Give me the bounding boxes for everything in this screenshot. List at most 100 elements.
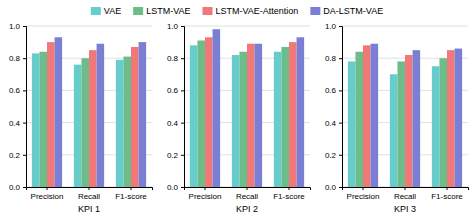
x-tick: Precision <box>347 187 380 201</box>
y-tick-label: 1.0 <box>167 22 179 31</box>
bar <box>239 52 247 187</box>
grid <box>184 26 310 187</box>
x-axis-title: KPI 1 <box>78 204 100 214</box>
x-tick: F1-score <box>115 187 147 201</box>
y-tick: 0.6 <box>167 86 184 95</box>
y-tick: 0.4 <box>9 119 26 128</box>
x-tick-line <box>47 187 48 190</box>
x-axis-line <box>27 188 153 191</box>
bar <box>123 57 131 187</box>
y-tick-line <box>339 58 342 59</box>
grid-line <box>26 26 152 27</box>
x-tick-line <box>447 187 448 190</box>
legend-label: LSTM-VAE-Attention <box>215 6 298 16</box>
legend-item: LSTM-VAE <box>133 6 190 16</box>
y-tick-label: 0.0 <box>325 183 337 192</box>
bar <box>213 29 221 187</box>
bar <box>289 42 297 187</box>
y-tick-line <box>181 155 184 156</box>
y-tick-label: 0.6 <box>325 86 337 95</box>
bar <box>297 37 305 187</box>
x-axis: PrecisionRecallF1-score <box>185 187 311 201</box>
y-tick-line <box>23 90 26 91</box>
x-tick: Precision <box>189 187 222 201</box>
y-tick: 0.2 <box>9 151 26 160</box>
y-tick-label: 0.2 <box>9 151 21 160</box>
y-tick-label: 0.0 <box>167 183 179 192</box>
grid <box>342 26 468 187</box>
bar <box>89 50 97 187</box>
x-tick: F1-score <box>431 187 463 201</box>
y-tick-label: 1.0 <box>9 22 21 31</box>
bar <box>97 44 105 187</box>
y-tick: 0.2 <box>167 151 184 160</box>
y-tick-line <box>339 90 342 91</box>
x-tick: F1-score <box>273 187 305 201</box>
panel: 0.00.20.40.60.81.0PrecisionRecallF1-scor… <box>9 22 153 214</box>
bar <box>32 53 40 187</box>
bar <box>74 65 82 187</box>
y-tick-label: 0.2 <box>325 151 337 160</box>
bar <box>413 50 421 187</box>
x-tick-line <box>131 187 132 190</box>
y-tick-line <box>181 123 184 124</box>
y-tick-label: 0.4 <box>9 119 21 128</box>
bar <box>447 50 455 187</box>
bars <box>190 29 304 187</box>
y-tick: 1.0 <box>325 22 342 31</box>
bar <box>81 58 89 187</box>
x-tick-line <box>205 187 206 190</box>
bar <box>247 44 255 187</box>
legend-label: VAE <box>104 6 121 16</box>
x-tick: Recall <box>394 187 416 201</box>
bar <box>197 40 205 187</box>
legend: VAE LSTM-VAE LSTM-VAE-Attention DA-LSTM-VAE <box>91 6 383 16</box>
y-tick-line <box>339 155 342 156</box>
bar <box>232 55 240 187</box>
bar <box>47 42 55 187</box>
chart-root: 0.00.20.40.60.81.0PrecisionRecallF1-scor… <box>0 0 474 217</box>
bar <box>455 49 463 187</box>
x-tick-label: F1-score <box>273 192 305 201</box>
bar <box>348 61 356 187</box>
bar <box>355 52 363 187</box>
legend-swatch <box>310 7 320 15</box>
bar <box>405 55 413 187</box>
y-tick-label: 1.0 <box>325 22 337 31</box>
x-axis-title: KPI 2 <box>236 204 258 214</box>
y-tick-line <box>339 123 342 124</box>
y-tick: 0.8 <box>325 54 342 63</box>
y-tick: 0.2 <box>325 151 342 160</box>
y-tick-label: 0.6 <box>9 86 21 95</box>
y-tick-line <box>181 187 184 188</box>
bar <box>190 45 198 187</box>
x-tick-label: F1-score <box>115 192 147 201</box>
x-tick: Precision <box>31 187 64 201</box>
x-axis: PrecisionRecallF1-score <box>27 187 153 201</box>
legend-swatch <box>133 7 143 15</box>
y-axis: 0.00.20.40.60.81.0 <box>9 22 27 192</box>
y-tick-label: 0.8 <box>9 54 21 63</box>
y-tick-line <box>23 155 26 156</box>
y-axis: 0.00.20.40.60.81.0 <box>325 22 343 192</box>
bar-series <box>213 29 305 187</box>
bar <box>205 37 213 187</box>
y-tick: 0.0 <box>167 183 184 192</box>
legend-swatch <box>202 7 212 15</box>
x-axis-line <box>343 188 469 191</box>
y-tick-line <box>181 58 184 59</box>
bar <box>131 47 139 187</box>
y-tick-line <box>23 123 26 124</box>
y-tick-line <box>181 90 184 91</box>
x-tick-line <box>247 187 248 190</box>
bar-series <box>55 37 147 187</box>
panel: 0.00.20.40.60.81.0PrecisionRecallF1-scor… <box>325 22 469 214</box>
legend-label: DA-LSTM-VAE <box>323 6 383 16</box>
legend-item: VAE <box>91 6 121 16</box>
y-tick: 1.0 <box>9 22 26 31</box>
legend-item: DA-LSTM-VAE <box>310 6 383 16</box>
bar <box>363 45 371 187</box>
bar-series <box>371 44 463 187</box>
x-tick-line <box>89 187 90 190</box>
bar <box>39 52 47 187</box>
